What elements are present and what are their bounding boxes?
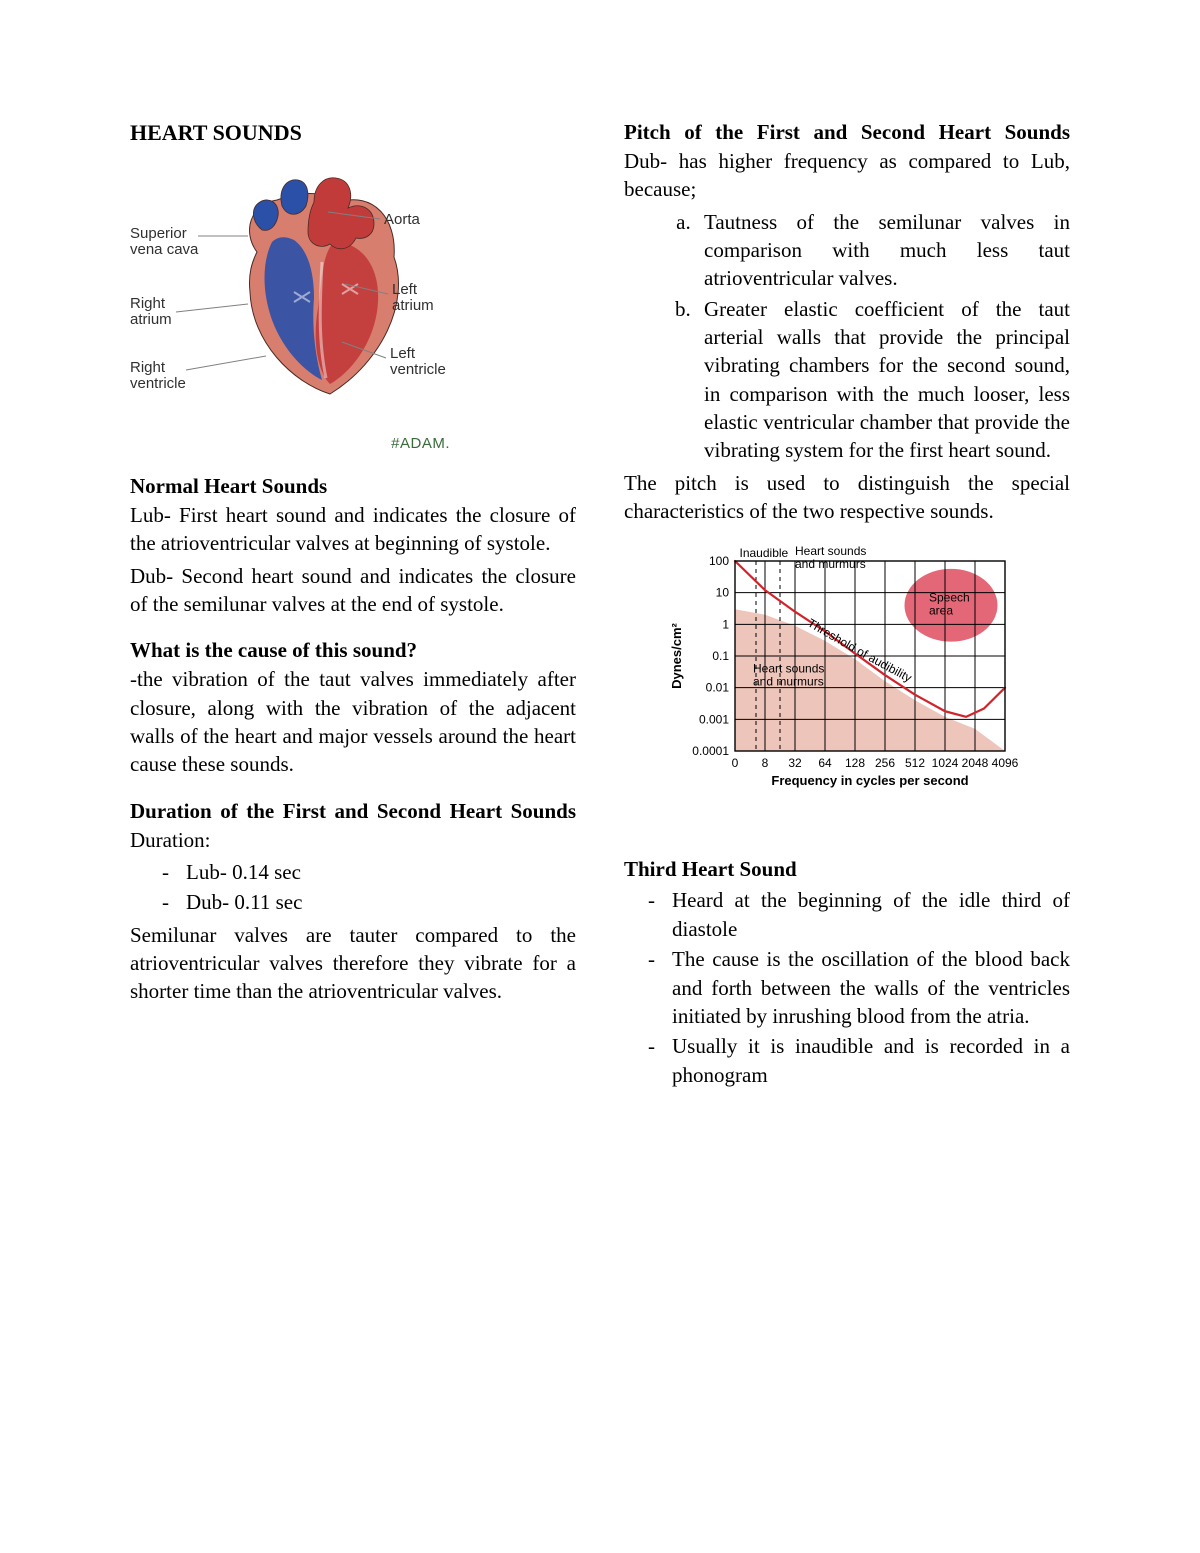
heart-credit: #ADAM.	[391, 435, 450, 452]
svg-text:0: 0	[732, 756, 739, 770]
svg-text:1024: 1024	[932, 756, 959, 770]
third-list: Heard at the beginning of the idle third…	[624, 886, 1070, 1088]
right-column: Pitch of the First and Second Heart Soun…	[624, 120, 1070, 1093]
left-column: HEART SOUNDS Superiorvena cava Aorta Rig…	[130, 120, 576, 1093]
svg-text:0.01: 0.01	[706, 681, 730, 695]
svg-text:10: 10	[716, 586, 730, 600]
list-item: Lub- 0.14 sec	[186, 858, 576, 886]
list-item: Usually it is inaudible and is recorded …	[672, 1032, 1070, 1089]
svg-text:1: 1	[722, 618, 729, 632]
svg-text:and murmurs: and murmurs	[753, 675, 824, 689]
svg-text:Frequency in cycles per second: Frequency in cycles per second	[771, 773, 968, 788]
svg-text:256: 256	[875, 756, 895, 770]
heading-cause: What is the cause of this sound?	[130, 638, 576, 663]
heart-label-svc: Superiorvena cava	[130, 226, 198, 258]
duration-intro: Duration:	[130, 826, 576, 854]
list-item: The cause is the oscillation of the bloo…	[672, 945, 1070, 1030]
svg-text:0.0001: 0.0001	[692, 744, 729, 758]
svg-text:Heart sounds: Heart sounds	[795, 544, 866, 558]
list-item: Greater elastic coefficient of the taut …	[696, 295, 1070, 465]
heading-normal: Normal Heart Sounds	[130, 474, 576, 499]
heading-third: Third Heart Sound	[624, 857, 1070, 882]
pitch-list: Tautness of the semilunar valves in comp…	[624, 208, 1070, 465]
svg-text:128: 128	[845, 756, 865, 770]
svg-text:0.001: 0.001	[699, 713, 729, 727]
svg-text:and murmurs: and murmurs	[795, 557, 866, 571]
list-item: Heard at the beginning of the idle third…	[672, 886, 1070, 943]
duration-list: Lub- 0.14 sec Dub- 0.11 sec	[130, 858, 576, 917]
pitch-intro: Dub- has higher frequency as compared to…	[624, 147, 1070, 204]
svg-text:Speech: Speech	[929, 591, 970, 605]
para-lub: Lub- First heart sound and indicates the…	[130, 501, 576, 558]
svg-text:area: area	[929, 604, 953, 618]
page-title: HEART SOUNDS	[130, 120, 576, 146]
heart-illustration	[222, 172, 412, 402]
heading-duration: Duration of the First and Second Heart S…	[130, 799, 576, 824]
heart-label-lv: Leftventricle	[390, 346, 446, 378]
svg-text:100: 100	[709, 554, 729, 568]
heart-label-ra: Rightatrium	[130, 296, 172, 328]
heart-label-rv: Rightventricle	[130, 360, 186, 392]
audibility-chart: 0.0001 0.001 0.01 0.1 1 10 100 0 8 32 64 128 256 512 1…	[657, 543, 1037, 803]
svg-text:Heart sounds: Heart sounds	[753, 662, 824, 676]
svg-text:4096: 4096	[992, 756, 1019, 770]
heart-diagram: Superiorvena cava Aorta Rightatrium Left…	[130, 164, 460, 454]
svg-text:Inaudible: Inaudible	[740, 546, 789, 560]
list-item: Tautness of the semilunar valves in comp…	[696, 208, 1070, 293]
svg-text:2048: 2048	[962, 756, 989, 770]
para-pitch-after: The pitch is used to distinguish the spe…	[624, 469, 1070, 526]
heart-label-aorta: Aorta	[384, 212, 420, 228]
para-duration-after: Semilunar valves are tauter compared to …	[130, 921, 576, 1006]
svg-text:Dynes/cm²: Dynes/cm²	[669, 623, 684, 689]
svg-text:512: 512	[905, 756, 925, 770]
page-columns: HEART SOUNDS Superiorvena cava Aorta Rig…	[130, 120, 1070, 1093]
heart-label-la: Leftatrium	[392, 282, 434, 314]
heading-pitch: Pitch of the First and Second Heart Soun…	[624, 120, 1070, 145]
svg-text:32: 32	[788, 756, 802, 770]
svg-text:64: 64	[818, 756, 832, 770]
list-item: Dub- 0.11 sec	[186, 888, 576, 916]
para-dub: Dub- Second heart sound and indicates th…	[130, 562, 576, 619]
svg-text:0.1: 0.1	[712, 649, 729, 663]
para-cause: -the vibration of the taut valves immedi…	[130, 665, 576, 778]
svg-text:8: 8	[762, 756, 769, 770]
